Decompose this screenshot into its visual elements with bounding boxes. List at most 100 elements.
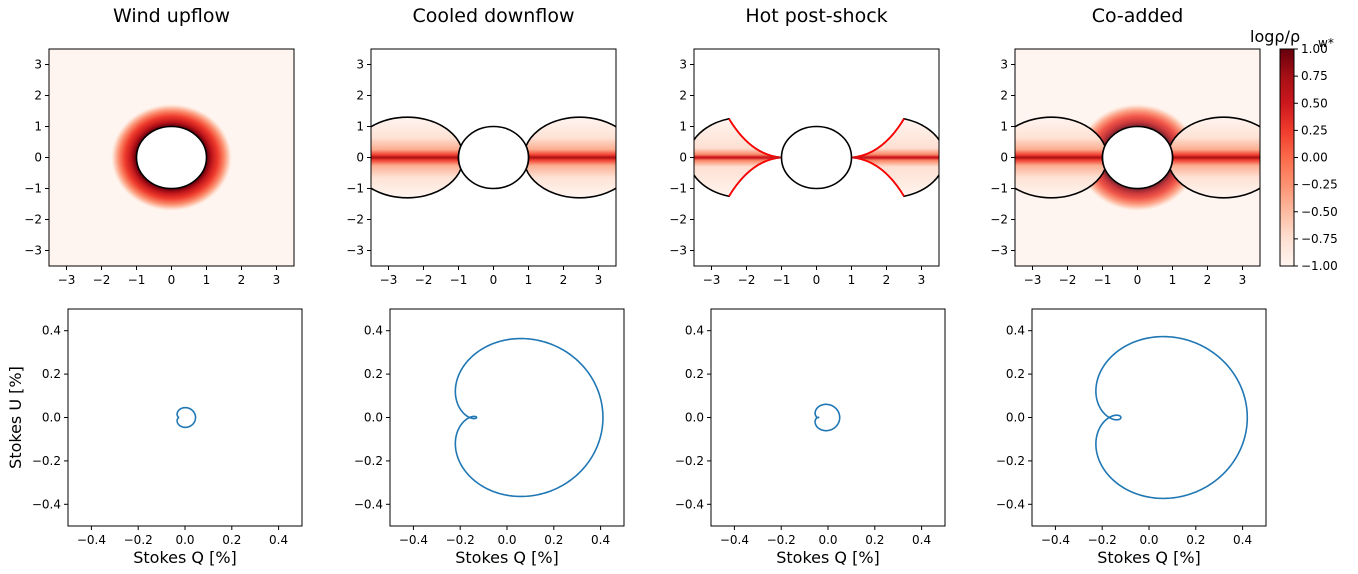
y-tick-label: 3 xyxy=(356,58,364,72)
panel-title: Hot post-shock xyxy=(745,5,887,27)
y-tick-label: −1 xyxy=(346,182,364,196)
y-tick-label: 0.2 xyxy=(1006,367,1025,381)
x-tick-label: 0.2 xyxy=(865,533,884,547)
x-tick-label: −2 xyxy=(738,273,756,287)
y-tick-label: −2 xyxy=(24,213,42,227)
y-tick-label: −3 xyxy=(346,244,364,258)
y-tick-label: −0.4 xyxy=(32,497,61,511)
colorbar-tick-label: 0.75 xyxy=(1301,69,1328,83)
y-tick-label: 0.0 xyxy=(42,411,61,425)
y-tick-label: −0.2 xyxy=(996,454,1025,468)
y-tick-label: 0.4 xyxy=(685,324,704,338)
x-tick-label: −0.4 xyxy=(720,533,749,547)
x-axis-label: Stokes Q [%] xyxy=(776,548,880,567)
x-tick-label: 0.2 xyxy=(544,533,563,547)
x-tick-label: 0.4 xyxy=(912,533,931,547)
x-tick-label: −0.2 xyxy=(124,533,153,547)
y-tick-label: 0.2 xyxy=(685,367,704,381)
colorbar-tick-label: 0.25 xyxy=(1301,123,1328,137)
y-tick-label: −0.2 xyxy=(354,454,383,468)
axes-frame xyxy=(1031,308,1267,527)
y-tick-label: 0 xyxy=(679,151,687,165)
x-tick-label: 0.4 xyxy=(1233,533,1252,547)
x-tick-label: 1 xyxy=(203,273,211,287)
x-tick-label: 0 xyxy=(1134,273,1142,287)
colorbar-label-subscript: w* xyxy=(1318,36,1334,50)
x-tick-label: −0.4 xyxy=(399,533,428,547)
y-tick-label: 2 xyxy=(679,89,687,103)
colorbar-tick-label: −0.25 xyxy=(1301,178,1338,192)
y-tick-label: −3 xyxy=(24,244,42,258)
x-axis-label: Stokes Q [%] xyxy=(455,548,559,567)
y-tick-label: 0 xyxy=(356,151,364,165)
y-tick-label: 0 xyxy=(1000,151,1008,165)
x-tick-label: −2 xyxy=(415,273,433,287)
y-tick-label: 1 xyxy=(679,120,687,134)
y-tick-label: −1 xyxy=(990,182,1008,196)
y-tick-label: 2 xyxy=(1000,89,1008,103)
axes-frame xyxy=(710,308,946,527)
y-tick-label: 0.0 xyxy=(685,411,704,425)
y-tick-label: 0.4 xyxy=(1006,324,1025,338)
x-tick-label: −3 xyxy=(58,273,76,287)
star-disk xyxy=(135,125,208,190)
x-tick-label: 1 xyxy=(525,273,533,287)
panel-title: Co-added xyxy=(1092,5,1184,27)
x-tick-label: −0.4 xyxy=(1041,533,1070,547)
y-tick-label: −1 xyxy=(24,182,42,196)
y-tick-label: 0.4 xyxy=(364,324,383,338)
panel-title: Cooled downflow xyxy=(413,5,575,27)
x-tick-label: −0.2 xyxy=(446,533,475,547)
x-tick-label: −1 xyxy=(1094,273,1112,287)
y-axis-label: Stokes U [%] xyxy=(6,366,25,469)
x-tick-label: 3 xyxy=(918,273,926,287)
x-tick-label: −0.4 xyxy=(77,533,106,547)
colorbar-label: logρ/ρ xyxy=(1250,27,1300,46)
x-tick-label: 3 xyxy=(273,273,281,287)
x-tick-label: 2 xyxy=(883,273,891,287)
x-tick-label: −3 xyxy=(380,273,398,287)
polarization-curve xyxy=(1095,335,1249,500)
heatmap-layer xyxy=(371,116,616,199)
x-tick-label: −1 xyxy=(773,273,791,287)
y-tick-label: 0.4 xyxy=(42,324,61,338)
axes-frame xyxy=(67,308,303,527)
x-tick-label: 0.0 xyxy=(175,533,194,547)
y-tick-label: −1 xyxy=(669,182,687,196)
y-tick-label: 0.2 xyxy=(364,367,383,381)
heatmap-layer xyxy=(694,117,939,198)
y-tick-label: −0.2 xyxy=(32,454,61,468)
y-tick-label: −2 xyxy=(346,213,364,227)
heatmap-layer xyxy=(110,103,233,212)
x-tick-label: −2 xyxy=(93,273,111,287)
x-tick-label: 2 xyxy=(238,273,246,287)
star-disk xyxy=(780,125,853,190)
y-tick-label: 0.0 xyxy=(1006,411,1025,425)
x-tick-label: −1 xyxy=(450,273,468,287)
x-tick-label: 3 xyxy=(1239,273,1247,287)
y-tick-label: 3 xyxy=(1000,58,1008,72)
left-lobe xyxy=(1015,116,1106,199)
star-disk xyxy=(457,125,530,190)
y-tick-label: 0.2 xyxy=(42,367,61,381)
x-tick-label: −1 xyxy=(128,273,146,287)
x-tick-label: 1 xyxy=(848,273,856,287)
y-tick-label: 1 xyxy=(34,120,42,134)
x-tick-label: −3 xyxy=(703,273,721,287)
x-tick-label: 0 xyxy=(813,273,821,287)
panel-title: Wind upflow xyxy=(113,5,230,27)
y-tick-label: 3 xyxy=(34,58,42,72)
x-tick-label: −0.2 xyxy=(767,533,796,547)
x-axis-label: Stokes Q [%] xyxy=(1097,548,1201,567)
colorbar-tick-label: −0.50 xyxy=(1301,205,1338,219)
y-tick-label: 1 xyxy=(1000,120,1008,134)
x-tick-label: −3 xyxy=(1024,273,1042,287)
colorbar-tick-label: −0.75 xyxy=(1301,232,1338,246)
x-tick-label: 2 xyxy=(1204,273,1212,287)
colorbar-tick-label: 0.00 xyxy=(1301,151,1328,165)
colorbar-tick-label: −1.00 xyxy=(1301,259,1338,273)
star-disk xyxy=(1101,125,1174,190)
y-tick-label: −0.2 xyxy=(675,454,704,468)
x-axis-label: Stokes Q [%] xyxy=(133,548,237,567)
